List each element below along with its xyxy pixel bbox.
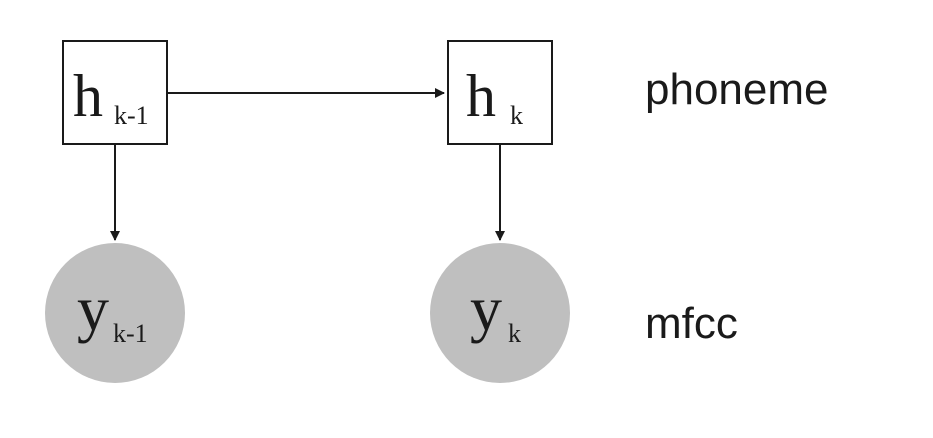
observed-node-y-prev: y k-1 [45,243,185,383]
hidden-node-box [447,40,553,145]
node-base-letter: h [466,63,496,129]
observed-node-circle [45,243,185,383]
node-subscript: k-1 [113,319,148,348]
observed-node-circle [430,243,570,383]
hidden-node-h-prev: h k-1 [62,40,168,145]
node-subscript: k [510,101,523,130]
node-subscript: k [508,319,521,348]
hidden-node-box [62,40,168,145]
hidden-node-h-curr: h k [447,40,553,145]
node-base-letter: y [470,273,502,344]
observed-node-y-curr: y k [430,243,570,383]
node-base-letter: h [73,63,103,129]
row-label-phoneme: phoneme [645,65,828,114]
node-subscript: k-1 [114,101,149,130]
node-base-letter: y [77,273,109,344]
row-label-mfcc: mfcc [645,299,738,348]
